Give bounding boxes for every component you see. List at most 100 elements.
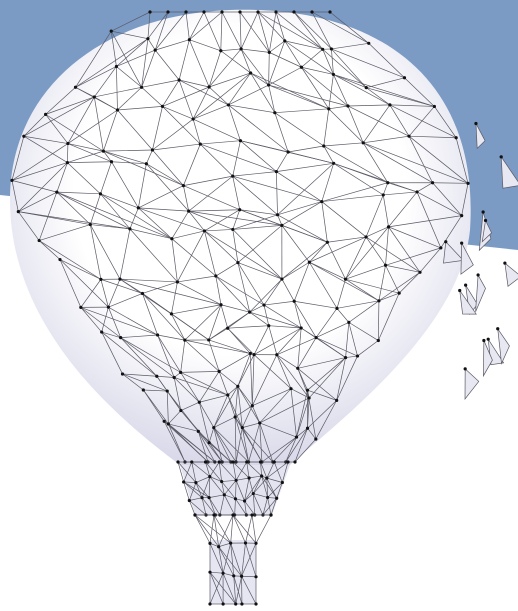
vertex [238, 208, 241, 211]
vertex [356, 354, 359, 357]
vertex [203, 229, 206, 232]
vertex [142, 388, 145, 391]
vertex [265, 477, 268, 480]
vertex [240, 47, 243, 50]
vertex [207, 338, 210, 341]
vertex [444, 240, 447, 243]
vertex [256, 10, 259, 13]
vertex [306, 389, 309, 392]
vertex [66, 142, 69, 145]
vertex [194, 481, 197, 484]
vertex [227, 103, 230, 106]
vertex [273, 460, 276, 463]
vertex [38, 239, 41, 242]
vertex [321, 48, 324, 51]
vertex [335, 307, 338, 310]
vertex [99, 278, 102, 281]
vertex [327, 107, 330, 110]
vertex [178, 78, 181, 81]
vertex [332, 73, 335, 76]
vertex [315, 336, 318, 339]
vertex [260, 474, 263, 477]
vertex [208, 571, 211, 574]
vertex [273, 111, 276, 114]
vertex [218, 460, 221, 463]
vertex [208, 542, 211, 545]
vertex [346, 104, 349, 107]
vertex [300, 66, 303, 69]
vertex [207, 496, 210, 499]
vertex [214, 274, 217, 277]
vertex [268, 51, 271, 54]
vertex [238, 10, 241, 13]
vertex [269, 513, 272, 516]
vertex [275, 353, 278, 356]
vertex [455, 136, 458, 139]
vertex [55, 191, 58, 194]
vertex [307, 396, 310, 399]
vertex [247, 476, 250, 479]
vertex [176, 460, 179, 463]
vertex [190, 460, 193, 463]
vertex [388, 103, 391, 106]
vertex [107, 306, 110, 309]
vertex [183, 339, 186, 342]
vertex [254, 602, 257, 605]
vertex [310, 10, 313, 13]
vertex [192, 117, 195, 120]
vertex [239, 139, 242, 142]
vertex [128, 227, 131, 230]
vertex [330, 47, 333, 50]
vertex [287, 150, 290, 153]
vertex [248, 311, 251, 314]
vertex [66, 161, 69, 164]
vertex [188, 499, 191, 502]
vertex [386, 181, 389, 184]
vertex [308, 261, 311, 264]
vertex [121, 372, 124, 375]
vertex [223, 493, 226, 496]
vertex [407, 135, 410, 138]
vertex [280, 224, 283, 227]
vertex [184, 10, 187, 13]
vertex [267, 324, 270, 327]
vertex [156, 333, 159, 336]
vertex [219, 49, 222, 52]
vertex [503, 262, 506, 265]
vertex [292, 10, 295, 13]
vertex [280, 277, 283, 280]
vertex [474, 122, 477, 125]
vertex [236, 261, 239, 264]
vertex [231, 175, 234, 178]
vertex [464, 284, 467, 287]
vertex [244, 541, 247, 544]
vertex [243, 499, 246, 502]
vertex [44, 113, 47, 116]
vertex [167, 422, 170, 425]
vertex [229, 542, 232, 545]
vertex [170, 237, 173, 240]
vertex [240, 602, 243, 605]
vertex [140, 86, 143, 89]
vertex [296, 367, 299, 370]
vertex [418, 271, 421, 274]
vertex [58, 258, 61, 261]
vertex [332, 162, 335, 165]
vertex [439, 246, 442, 249]
vertex [249, 352, 252, 355]
vertex [320, 200, 323, 203]
vertex [176, 280, 179, 283]
vertex [387, 225, 390, 228]
vertex [222, 602, 225, 605]
vertex [365, 86, 368, 89]
vertex [275, 170, 278, 173]
vertex [484, 219, 487, 222]
vertex [218, 370, 221, 373]
vertex [281, 481, 284, 484]
vertex [137, 206, 140, 209]
vertex [220, 10, 223, 13]
vertex [193, 513, 196, 516]
vertex [202, 10, 205, 13]
vertex [482, 339, 485, 342]
vertex [314, 437, 317, 440]
